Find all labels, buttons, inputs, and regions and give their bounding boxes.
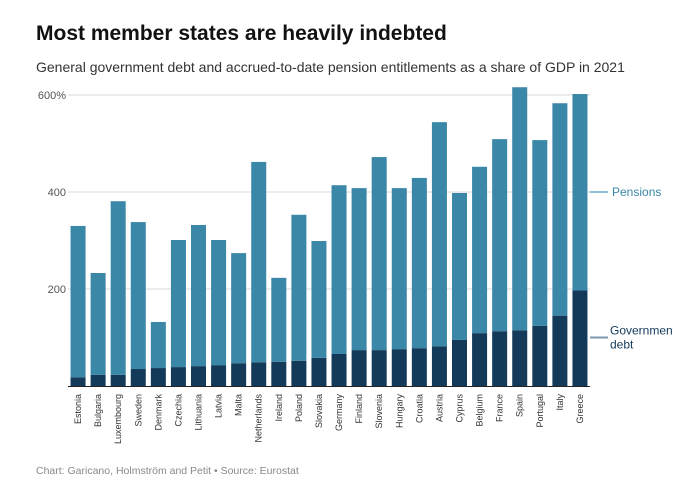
x-tick-label: Denmark bbox=[153, 394, 163, 431]
bar-pensions bbox=[331, 185, 347, 354]
bar-pensions bbox=[391, 188, 407, 350]
bar-pensions bbox=[532, 140, 548, 326]
x-tick-label: Germany bbox=[334, 394, 344, 432]
bar-government-debt bbox=[572, 290, 588, 386]
x-tick-label: Bulgaria bbox=[93, 394, 103, 427]
bar-government-debt bbox=[331, 353, 347, 386]
bar-pensions bbox=[70, 225, 86, 378]
bar-pensions bbox=[110, 201, 126, 375]
bar-pensions bbox=[170, 240, 186, 368]
bar-government-debt bbox=[431, 346, 447, 386]
x-tick-label: Poland bbox=[294, 394, 304, 422]
chart-title: Most member states are heavily indebted bbox=[36, 22, 447, 45]
x-tick-label: Belgium bbox=[475, 394, 485, 427]
legend-debt-line1: Government bbox=[610, 324, 673, 338]
bar-pensions bbox=[191, 224, 206, 367]
x-tick-label: Austria bbox=[434, 394, 444, 422]
bar-government-debt bbox=[90, 374, 106, 386]
x-tick-label: Ireland bbox=[274, 394, 284, 422]
bar-pensions bbox=[311, 240, 327, 358]
x-tick-label: Slovakia bbox=[314, 394, 324, 428]
x-tick-label: Luxembourg bbox=[113, 394, 123, 444]
bar-government-debt bbox=[492, 331, 508, 386]
x-tick-label: Estonia bbox=[73, 394, 83, 424]
bar-government-debt bbox=[130, 369, 146, 386]
bar-government-debt bbox=[371, 350, 387, 386]
bar-government-debt bbox=[452, 339, 467, 386]
bar-government-debt bbox=[211, 365, 227, 386]
bar-pensions bbox=[552, 103, 568, 316]
bar-government-debt bbox=[291, 360, 307, 386]
bar-government-debt bbox=[231, 363, 247, 386]
bar-government-debt bbox=[170, 367, 186, 386]
bar-government-debt bbox=[110, 374, 126, 386]
bar-pensions bbox=[150, 321, 166, 369]
bar-government-debt bbox=[70, 377, 86, 386]
bar-pensions bbox=[271, 277, 287, 362]
x-tick-label: Cyprus bbox=[455, 394, 465, 423]
x-tick-label: Latvia bbox=[214, 394, 224, 418]
x-tick-label: Portugal bbox=[535, 394, 545, 428]
bar-government-debt bbox=[391, 349, 407, 386]
bar-government-debt bbox=[472, 333, 488, 386]
bar-pensions bbox=[512, 87, 528, 331]
x-tick-label: Malta bbox=[234, 394, 244, 416]
x-tick-label: Spain bbox=[515, 394, 525, 417]
bar-pensions bbox=[351, 188, 367, 351]
x-tick-label: Sweden bbox=[133, 394, 143, 427]
bar-pensions bbox=[472, 166, 488, 334]
bar-pensions bbox=[231, 253, 247, 364]
bar-government-debt bbox=[532, 325, 548, 386]
legend-pensions: Pensions bbox=[612, 185, 661, 199]
bar-pensions bbox=[130, 222, 146, 370]
x-tick-label: France bbox=[495, 394, 505, 422]
x-tick-label: Croatia bbox=[414, 394, 424, 423]
bar-pensions bbox=[291, 214, 307, 361]
x-tick-label: Czechia bbox=[173, 394, 183, 427]
x-tick-label: Finland bbox=[354, 394, 364, 424]
bar-government-debt bbox=[512, 330, 528, 386]
bar-government-debt bbox=[251, 362, 267, 386]
bar-government-debt bbox=[271, 361, 287, 386]
bar-pensions bbox=[452, 192, 467, 340]
chart-source: Chart: Garicano, Holmström and Petit • S… bbox=[36, 465, 299, 477]
legend-debt-line2: debt bbox=[610, 338, 634, 352]
bar-government-debt bbox=[351, 350, 367, 386]
y-tick-label: 400 bbox=[48, 187, 66, 199]
bar-government-debt bbox=[552, 315, 568, 386]
bar-pensions bbox=[90, 272, 106, 375]
bar-pensions bbox=[431, 122, 447, 347]
bar-pensions bbox=[251, 161, 267, 363]
bar-pensions bbox=[411, 177, 427, 349]
bar-government-debt bbox=[411, 348, 427, 386]
x-tick-label: Italy bbox=[555, 394, 565, 411]
chart-subtitle: General government debt and accrued-to-d… bbox=[36, 59, 625, 75]
x-tick-label: Greece bbox=[575, 394, 585, 424]
bar-pensions bbox=[492, 139, 508, 332]
y-tick-label: 200 bbox=[48, 284, 66, 296]
x-tick-label: Lithuania bbox=[194, 394, 204, 431]
bar-pensions bbox=[211, 240, 227, 366]
bar-government-debt bbox=[311, 357, 327, 386]
x-tick-label: Slovenia bbox=[374, 394, 384, 429]
x-tick-label: Hungary bbox=[394, 394, 404, 429]
bar-government-debt bbox=[150, 368, 166, 386]
y-tick-label: 600% bbox=[38, 90, 66, 102]
bar-pensions bbox=[371, 157, 387, 351]
x-tick-label: Netherlands bbox=[254, 394, 264, 443]
bar-government-debt bbox=[191, 366, 206, 386]
bar-pensions bbox=[572, 94, 588, 291]
